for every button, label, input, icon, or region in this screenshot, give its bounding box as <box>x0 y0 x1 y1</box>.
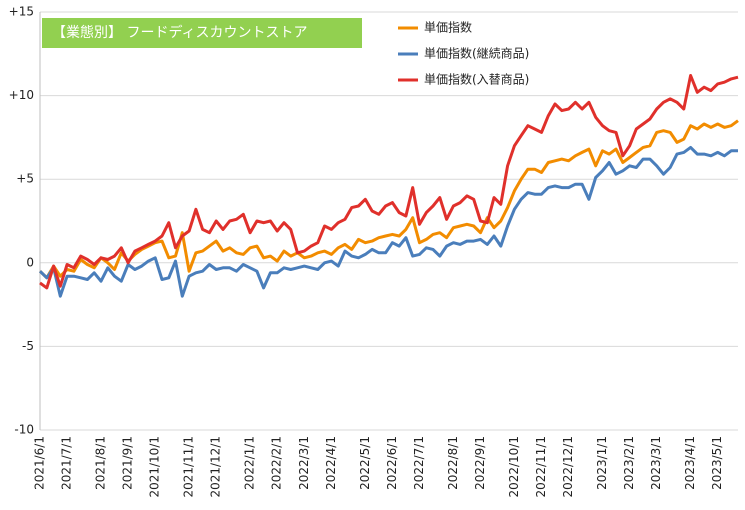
x-tick-label: 2022/9/1 <box>473 436 487 490</box>
y-tick-label: +5 <box>16 172 34 186</box>
x-tick-label: 2022/8/1 <box>446 436 460 490</box>
x-tick-label: 2021/9/1 <box>121 436 135 490</box>
x-tick-label: 2021/11/1 <box>182 436 196 498</box>
x-tick-label: 2021/12/1 <box>209 436 223 498</box>
x-tick-label: 2023/1/1 <box>595 436 609 490</box>
x-tick-label: 2021/7/1 <box>60 436 74 490</box>
title-box <box>42 18 362 48</box>
x-tick-label: 2021/10/1 <box>148 436 162 498</box>
x-tick-label: 2022/4/1 <box>324 436 338 490</box>
x-tick-label: 2022/2/1 <box>270 436 284 490</box>
chart-title: 【業態別】 フードディスカウントストア <box>52 24 307 41</box>
x-tick-label: 2022/12/1 <box>561 436 575 498</box>
x-tick-label: 2022/7/1 <box>412 436 426 490</box>
series-line <box>39 74 739 290</box>
y-tick-label: +15 <box>9 5 34 19</box>
y-tick-label: 0 <box>26 255 34 269</box>
x-tick-label: 2021/6/1 <box>33 436 47 490</box>
series-line <box>38 119 739 280</box>
x-tick-label: 2022/1/1 <box>243 436 257 490</box>
x-tick-label: 2023/3/1 <box>649 436 663 490</box>
legend-label: 単価指数(入替商品) <box>424 72 529 87</box>
x-tick-label: 2021/8/1 <box>93 436 107 490</box>
legend-label: 単価指数(継続商品) <box>424 46 529 61</box>
legend-label: 単価指数 <box>424 20 472 35</box>
x-tick-label: 2022/6/1 <box>385 436 399 490</box>
y-tick-label: -10 <box>14 423 34 437</box>
x-tick-label: 2022/10/1 <box>507 436 521 498</box>
x-tick-label: 2023/4/1 <box>683 436 697 490</box>
series-line <box>38 145 738 298</box>
x-tick-label: 2022/5/1 <box>358 436 372 490</box>
x-tick-label: 2022/3/1 <box>297 436 311 490</box>
x-tick-label: 2023/5/1 <box>710 436 724 490</box>
x-tick-label: 2023/2/1 <box>622 436 636 490</box>
y-tick-label: +10 <box>9 88 34 102</box>
y-tick-label: -5 <box>22 339 34 353</box>
x-tick-label: 2022/11/1 <box>534 436 548 498</box>
